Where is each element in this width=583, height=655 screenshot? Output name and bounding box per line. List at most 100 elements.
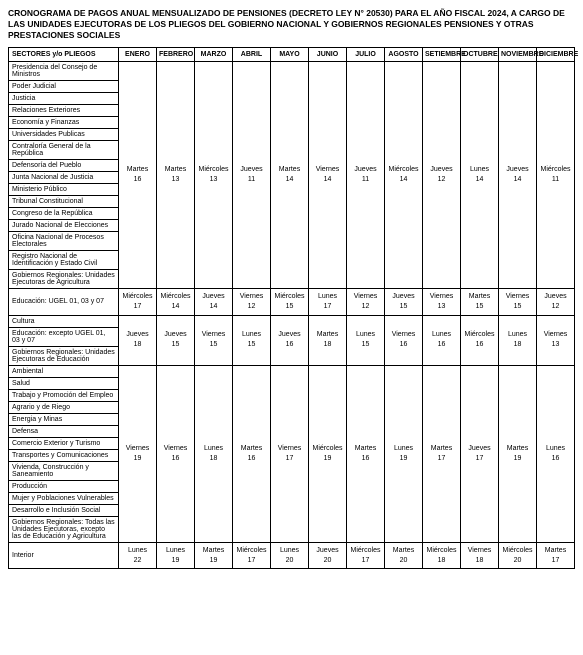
sector-cell: Relaciones Exteriores xyxy=(9,105,119,117)
sector-cell: Contraloría General de la República xyxy=(9,141,119,160)
date-cell: Lunes19 xyxy=(157,542,195,569)
sector-cell: Economía y Finanzas xyxy=(9,117,119,129)
date-cell: Viernes12 xyxy=(233,289,271,316)
date-cell: Lunes15 xyxy=(233,315,271,365)
date-cell: Martes14 xyxy=(271,62,309,289)
date-cell: Jueves14 xyxy=(499,62,537,289)
date-cell: Martes13 xyxy=(157,62,195,289)
date-cell: Miércoles13 xyxy=(195,62,233,289)
date-cell: Martes16 xyxy=(119,62,157,289)
sector-cell: Registro Nacional de Identificación y Es… xyxy=(9,251,119,270)
sector-cell: Gobiernos Regionales: Unidades Ejecutora… xyxy=(9,346,119,365)
date-cell: Martes16 xyxy=(347,365,385,542)
date-cell: Lunes22 xyxy=(119,542,157,569)
date-cell: Miércoles16 xyxy=(461,315,499,365)
sector-cell: Justicia xyxy=(9,93,119,105)
sector-cell: Oficina Nacional de Procesos Electorales xyxy=(9,232,119,251)
header-month: ENERO xyxy=(119,48,157,62)
date-cell: Lunes16 xyxy=(423,315,461,365)
header-month: AGOSTO xyxy=(385,48,423,62)
sector-cell: Desarrollo e Inclusión Social xyxy=(9,504,119,516)
sector-cell: Transportes y Comunicaciones xyxy=(9,449,119,461)
sector-cell: Educación: excepto UGEL 01, 03 y 07 xyxy=(9,327,119,346)
date-cell: Martes17 xyxy=(537,542,575,569)
sector-cell: Interior xyxy=(9,542,119,569)
sector-cell: Vivienda, Construcción y Saneamiento xyxy=(9,461,119,480)
date-cell: Lunes18 xyxy=(499,315,537,365)
date-cell: Martes16 xyxy=(233,365,271,542)
page-title: CRONOGRAMA DE PAGOS ANUAL MENSUALIZADO D… xyxy=(8,8,575,41)
sector-cell: Defensa xyxy=(9,425,119,437)
date-cell: Miércoles14 xyxy=(157,289,195,316)
date-cell: Jueves12 xyxy=(423,62,461,289)
date-cell: Miércoles15 xyxy=(271,289,309,316)
date-cell: Jueves17 xyxy=(461,365,499,542)
header-month: JUNIO xyxy=(309,48,347,62)
sector-cell: Ministerio Público xyxy=(9,184,119,196)
date-cell: Lunes18 xyxy=(195,365,233,542)
date-cell: Miércoles11 xyxy=(537,62,575,289)
date-cell: Martes20 xyxy=(385,542,423,569)
sector-cell: Jurado Nacional de Elecciones xyxy=(9,220,119,232)
sector-cell: Tribunal Constitucional xyxy=(9,196,119,208)
date-cell: Miércoles17 xyxy=(347,542,385,569)
header-month: JULIO xyxy=(347,48,385,62)
sector-cell: Salud xyxy=(9,377,119,389)
date-cell: Lunes20 xyxy=(271,542,309,569)
date-cell: Viernes17 xyxy=(271,365,309,542)
header-month: MAYO xyxy=(271,48,309,62)
table-row: Educación: UGEL 01, 03 y 07Miércoles17Mi… xyxy=(9,289,575,316)
date-cell: Viernes18 xyxy=(461,542,499,569)
sector-cell: Poder Judicial xyxy=(9,81,119,93)
date-cell: Viernes16 xyxy=(385,315,423,365)
date-cell: Jueves12 xyxy=(537,289,575,316)
date-cell: Viernes13 xyxy=(537,315,575,365)
sector-cell: Junta Nacional de Justicia xyxy=(9,172,119,184)
sector-cell: Gobiernos Regionales: Todas las Unidades… xyxy=(9,516,119,542)
date-cell: Viernes15 xyxy=(195,315,233,365)
table-row: InteriorLunes22Lunes19Martes19Miércoles1… xyxy=(9,542,575,569)
sector-cell: Ambiental xyxy=(9,365,119,377)
date-cell: Viernes19 xyxy=(119,365,157,542)
date-cell: Jueves18 xyxy=(119,315,157,365)
table-row: AmbientalViernes19Viernes16Lunes18Martes… xyxy=(9,365,575,377)
date-cell: Viernes13 xyxy=(423,289,461,316)
date-cell: Jueves16 xyxy=(271,315,309,365)
header-month: SETIEMBRE xyxy=(423,48,461,62)
date-cell: Martes17 xyxy=(423,365,461,542)
header-month: OCTUBRE xyxy=(461,48,499,62)
date-cell: Miércoles17 xyxy=(233,542,271,569)
header-month: NOVIEMBRE xyxy=(499,48,537,62)
date-cell: Martes19 xyxy=(499,365,537,542)
date-cell: Viernes16 xyxy=(157,365,195,542)
date-cell: Miércoles17 xyxy=(119,289,157,316)
date-cell: Jueves15 xyxy=(385,289,423,316)
sector-cell: Congreso de la República xyxy=(9,208,119,220)
sector-cell: Mujer y Poblaciones Vulnerables xyxy=(9,492,119,504)
date-cell: Martes18 xyxy=(309,315,347,365)
date-cell: Lunes15 xyxy=(347,315,385,365)
sector-cell: Universidades Publicas xyxy=(9,129,119,141)
table-row: CulturaJueves18Jueves15Viernes15Lunes15J… xyxy=(9,315,575,327)
sector-cell: Comercio Exterior y Turismo xyxy=(9,437,119,449)
header-row: SECTORES y/o PLIEGOS ENERO FEBRERO MARZO… xyxy=(9,48,575,62)
date-cell: Lunes17 xyxy=(309,289,347,316)
header-month: ABRIL xyxy=(233,48,271,62)
date-cell: Jueves11 xyxy=(233,62,271,289)
sector-cell: Trabajo y Promoción del Empleo xyxy=(9,389,119,401)
sector-cell: Gobiernos Regionales: Unidades Ejecutora… xyxy=(9,270,119,289)
schedule-table: SECTORES y/o PLIEGOS ENERO FEBRERO MARZO… xyxy=(8,47,575,569)
sector-cell: Energia y Minas xyxy=(9,413,119,425)
date-cell: Lunes19 xyxy=(385,365,423,542)
header-month: FEBRERO xyxy=(157,48,195,62)
date-cell: Miércoles14 xyxy=(385,62,423,289)
date-cell: Lunes16 xyxy=(537,365,575,542)
sector-cell: Agrario y de Riego xyxy=(9,401,119,413)
table-row: Presidencia del Consejo de MinistrosMart… xyxy=(9,62,575,81)
sector-cell: Producción xyxy=(9,480,119,492)
sector-cell: Educación: UGEL 01, 03 y 07 xyxy=(9,289,119,316)
date-cell: Lunes14 xyxy=(461,62,499,289)
date-cell: Miércoles20 xyxy=(499,542,537,569)
date-cell: Martes15 xyxy=(461,289,499,316)
date-cell: Miércoles19 xyxy=(309,365,347,542)
